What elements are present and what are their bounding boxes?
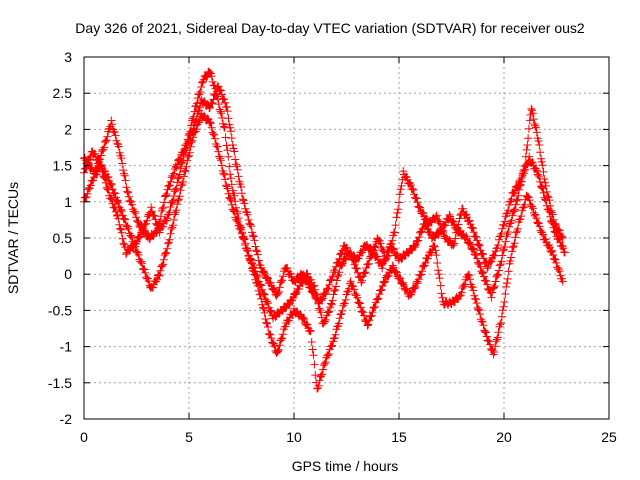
- x-tick-label: 20: [496, 429, 512, 445]
- y-axis-label: SDTVAR / TECUs: [5, 182, 21, 294]
- y-tick-label: 3: [64, 49, 72, 65]
- y-tick-label: -1.5: [48, 375, 72, 391]
- y-tick-labels: -2 -1.5 -1 -0.5 0 0.5 1 1.5 2 2.5 3: [48, 49, 72, 427]
- y-tick-label: 1: [64, 194, 72, 210]
- x-tick-label: 5: [185, 429, 193, 445]
- x-axis-label: GPS time / hours: [292, 458, 399, 474]
- y-tick-label: -2: [60, 411, 73, 427]
- y-tick-label: 2.5: [53, 85, 73, 101]
- y-tick-label: 2: [64, 121, 72, 137]
- x-tick-label: 15: [391, 429, 407, 445]
- x-tick-label: 10: [286, 429, 302, 445]
- y-tick-label: 0.5: [53, 230, 73, 246]
- y-tick-label: -1: [60, 339, 73, 355]
- y-tick-label: 0: [64, 266, 72, 282]
- y-tick-label: -0.5: [48, 302, 72, 318]
- x-tick-label: 0: [80, 429, 88, 445]
- chart-title: Day 326 of 2021, Sidereal Day-to-day VTE…: [75, 20, 585, 36]
- grid-lines: [84, 57, 609, 419]
- x-tick-labels: 0 5 10 15 20 25: [80, 429, 617, 445]
- axis-ticks: [83, 56, 610, 420]
- y-tick-label: 1.5: [53, 158, 73, 174]
- x-tick-label: 25: [601, 429, 617, 445]
